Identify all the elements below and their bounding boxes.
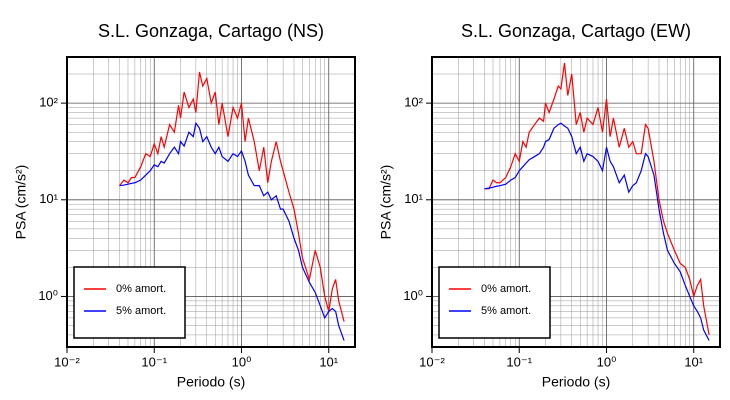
plot-frame (66, 56, 356, 348)
x-tick-label: 10⁻¹ (141, 354, 167, 369)
y-tick-label: 10² (39, 95, 58, 110)
x-tick-label: 10⁻¹ (506, 354, 532, 369)
y-axis-label: PSA (cm/s²) (378, 165, 394, 240)
legend-label: 5% amort. (481, 305, 531, 317)
subplot: 10⁻² 10⁻¹ 10⁰ 10¹ 10⁰ 10¹ 10² S.L. Gonzaga, Car… (13, 21, 356, 390)
chart-title: S.L. Gonzaga, Cartago (EW) (461, 21, 691, 41)
chart-title: S.L. Gonzaga, Cartago (NS) (98, 21, 324, 41)
subplot: 10⁻² 10⁻¹ 10⁰ 10¹ 10⁰ 10¹ 10² S.L. Gonzaga, Car… (378, 21, 721, 390)
x-tick-label: 10¹ (319, 354, 338, 369)
plot-frame (431, 56, 721, 348)
legend-label: 0% amort. (481, 283, 531, 295)
data-line (484, 62, 710, 336)
x-tick-label: 10¹ (684, 354, 703, 369)
x-tick-label: 10⁰ (232, 354, 252, 369)
y-tick-label: 10¹ (404, 191, 423, 206)
y-axis-label: PSA (cm/s²) (13, 165, 29, 240)
x-tick-label: 10⁻² (419, 354, 445, 369)
y-tick-label: 10¹ (39, 191, 58, 206)
legend-label: 0% amort. (116, 283, 166, 295)
legend-box (438, 266, 551, 339)
y-tick-label: 10² (404, 95, 423, 110)
legend-label: 5% amort. (116, 305, 166, 317)
x-axis-label: Periodo (s) (542, 374, 610, 390)
data-line (484, 122, 710, 341)
x-tick-label: 10⁻² (54, 354, 80, 369)
data-line (119, 121, 345, 341)
x-axis-label: Periodo (s) (177, 374, 245, 390)
x-tick-label: 10⁰ (597, 354, 617, 369)
legend-box (73, 266, 186, 339)
y-tick-label: 10⁰ (38, 288, 58, 303)
y-tick-label: 10⁰ (403, 288, 423, 303)
data-line (119, 71, 345, 322)
